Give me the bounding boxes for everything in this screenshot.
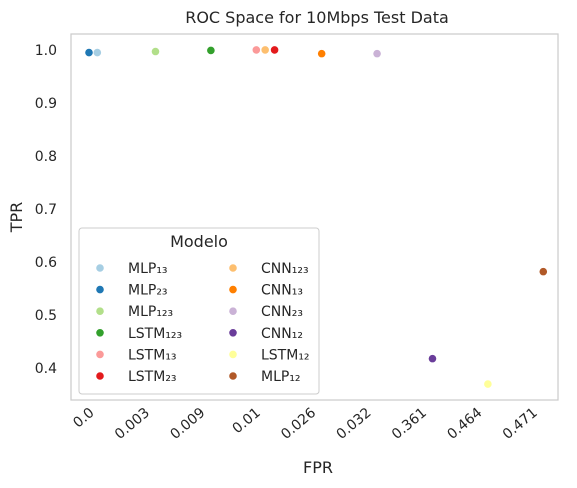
data-point xyxy=(150,46,161,57)
x-tick-label: 0.471 xyxy=(500,405,541,443)
x-tick-label: 0.032 xyxy=(334,405,375,443)
data-point xyxy=(538,267,548,277)
x-tick-label: 0.01 xyxy=(230,405,264,437)
legend-label: CNN₁₃ xyxy=(261,283,303,299)
data-point xyxy=(84,47,94,58)
x-tick-label: 0.361 xyxy=(389,405,430,443)
legend-label: MLP₂₃ xyxy=(128,283,168,299)
legend-label: LSTM₁₂₃ xyxy=(128,326,182,342)
x-tick-label: 0.003 xyxy=(112,405,153,443)
legend-label: LSTM₁₂ xyxy=(261,347,310,363)
y-axis-ticks: 0.4 0.5 0.6 0.7 0.8 0.9 1.0 xyxy=(35,43,57,377)
legend-marker xyxy=(95,284,105,295)
x-axis-label: FPR xyxy=(303,458,333,477)
data-points xyxy=(84,45,548,389)
legend-marker xyxy=(95,328,105,338)
legend-title: Modelo xyxy=(170,232,228,251)
legend-marker xyxy=(95,263,105,273)
x-tick-label: 0.026 xyxy=(278,405,319,443)
legend-label: MLP₁₂ xyxy=(261,369,301,385)
y-tick-label: 0.5 xyxy=(35,308,57,324)
y-tick-label: 0.8 xyxy=(35,149,57,165)
legend-marker xyxy=(228,263,238,273)
data-point xyxy=(92,47,102,58)
legend-marker xyxy=(228,306,238,316)
legend-marker xyxy=(95,306,105,316)
x-tick-label: 0.464 xyxy=(444,405,485,443)
data-point xyxy=(269,45,280,55)
legend-label: CNN₂₃ xyxy=(261,304,303,320)
legend-marker xyxy=(228,349,238,359)
data-point xyxy=(260,45,270,55)
data-point xyxy=(206,45,216,56)
legend-label: LSTM₂₃ xyxy=(128,369,177,385)
y-tick-label: 0.6 xyxy=(35,255,57,271)
legend-marker xyxy=(95,371,105,381)
y-tick-label: 0.7 xyxy=(35,202,57,218)
legend: Modelo MLP₁₃ MLP₂₃ MLP₁₂₃ LSTM₁₂₃ LSTM₁₃ LSTM… xyxy=(78,227,320,395)
legend-items: MLP₁₃ MLP₂₃ MLP₁₂₃ LSTM₁₂₃ LSTM₁₃ LSTM₂₃ CNN₁₂… xyxy=(95,261,310,385)
y-tick-label: 0.9 xyxy=(35,96,57,112)
data-point xyxy=(427,354,438,364)
legend-marker xyxy=(228,284,238,295)
legend-marker xyxy=(228,371,238,381)
legend-label: LSTM₁₃ xyxy=(128,347,177,363)
data-point xyxy=(372,49,382,59)
chart-title: ROC Space for 10Mbps Test Data xyxy=(185,8,449,27)
legend-marker xyxy=(95,349,105,359)
x-axis-ticks: 0.0 0.003 0.009 0.01 0.026 0.032 0.361 0.464 0.4… xyxy=(70,405,541,443)
legend-label: CNN₁₂₃ xyxy=(261,261,309,277)
legend-label: MLP₁₂₃ xyxy=(128,304,173,320)
y-tick-label: 0.4 xyxy=(35,361,57,377)
data-point xyxy=(483,379,493,389)
legend-label: CNN₁₂ xyxy=(261,326,303,342)
y-axis-label: TPR xyxy=(7,202,26,234)
legend-marker xyxy=(228,328,238,338)
legend-label: MLP₁₃ xyxy=(128,261,168,277)
y-tick-label: 1.0 xyxy=(35,43,57,59)
x-tick-label: 0.009 xyxy=(167,405,208,443)
data-point xyxy=(251,45,261,55)
legend-box xyxy=(78,227,320,395)
x-tick-label: 0.0 xyxy=(70,405,97,432)
data-point xyxy=(317,49,327,59)
